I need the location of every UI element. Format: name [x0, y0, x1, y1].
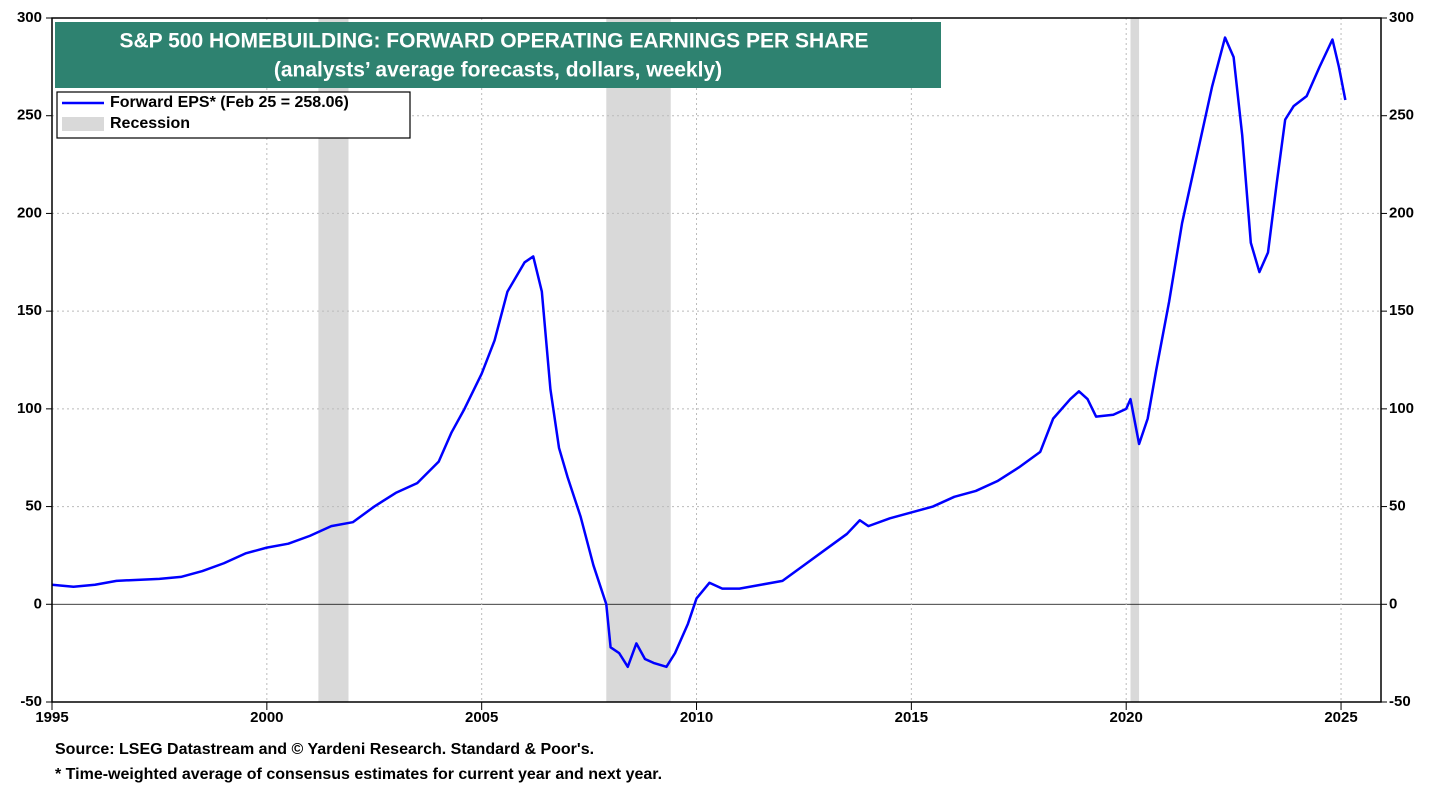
y-tick-label: 100 — [17, 400, 42, 417]
y2-tick-label: 150 — [1389, 302, 1414, 319]
legend-swatch — [62, 117, 104, 131]
x-tick-label: 2010 — [680, 709, 713, 726]
chart-subtitle: (analysts’ average forecasts, dollars, w… — [274, 59, 722, 82]
y-tick-label: 200 — [17, 204, 42, 221]
y2-tick-label: -50 — [1389, 693, 1411, 710]
x-tick-label: 2020 — [1110, 709, 1143, 726]
x-tick-label: 2000 — [250, 709, 283, 726]
x-tick-label: 2025 — [1324, 709, 1357, 726]
title-box — [55, 22, 941, 88]
legend-label: Forward EPS* (Feb 25 = 258.06) — [110, 94, 349, 111]
y-tick-label: 300 — [17, 9, 42, 26]
y-tick-label: 0 — [34, 595, 42, 612]
y2-tick-label: 250 — [1389, 107, 1414, 124]
x-tick-label: 1995 — [35, 709, 68, 726]
x-tick-label: 2015 — [895, 709, 928, 726]
y2-tick-label: 300 — [1389, 9, 1414, 26]
y-tick-label: -50 — [20, 693, 42, 710]
chart-title: S&P 500 HOMEBUILDING: FORWARD OPERATING … — [119, 30, 868, 53]
x-tick-label: 2005 — [465, 709, 498, 726]
y2-tick-label: 200 — [1389, 204, 1414, 221]
footnote: * Time-weighted average of consensus est… — [55, 766, 662, 783]
series-line — [51, 36, 1347, 669]
recession-band — [1130, 18, 1140, 702]
legend-box — [56, 91, 411, 139]
recession-band — [606, 18, 671, 702]
y2-tick-label: 50 — [1389, 498, 1406, 515]
y2-tick-label: 100 — [1389, 400, 1414, 417]
plot-frame — [51, 17, 1382, 703]
y2-tick-label: 0 — [1389, 595, 1397, 612]
legend-label: Recession — [110, 115, 190, 132]
y-tick-label: 50 — [25, 498, 42, 515]
y-tick-label: 250 — [17, 107, 42, 124]
source-note: Source: LSEG Datastream and © Yardeni Re… — [55, 741, 594, 758]
y-tick-label: 150 — [17, 302, 42, 319]
